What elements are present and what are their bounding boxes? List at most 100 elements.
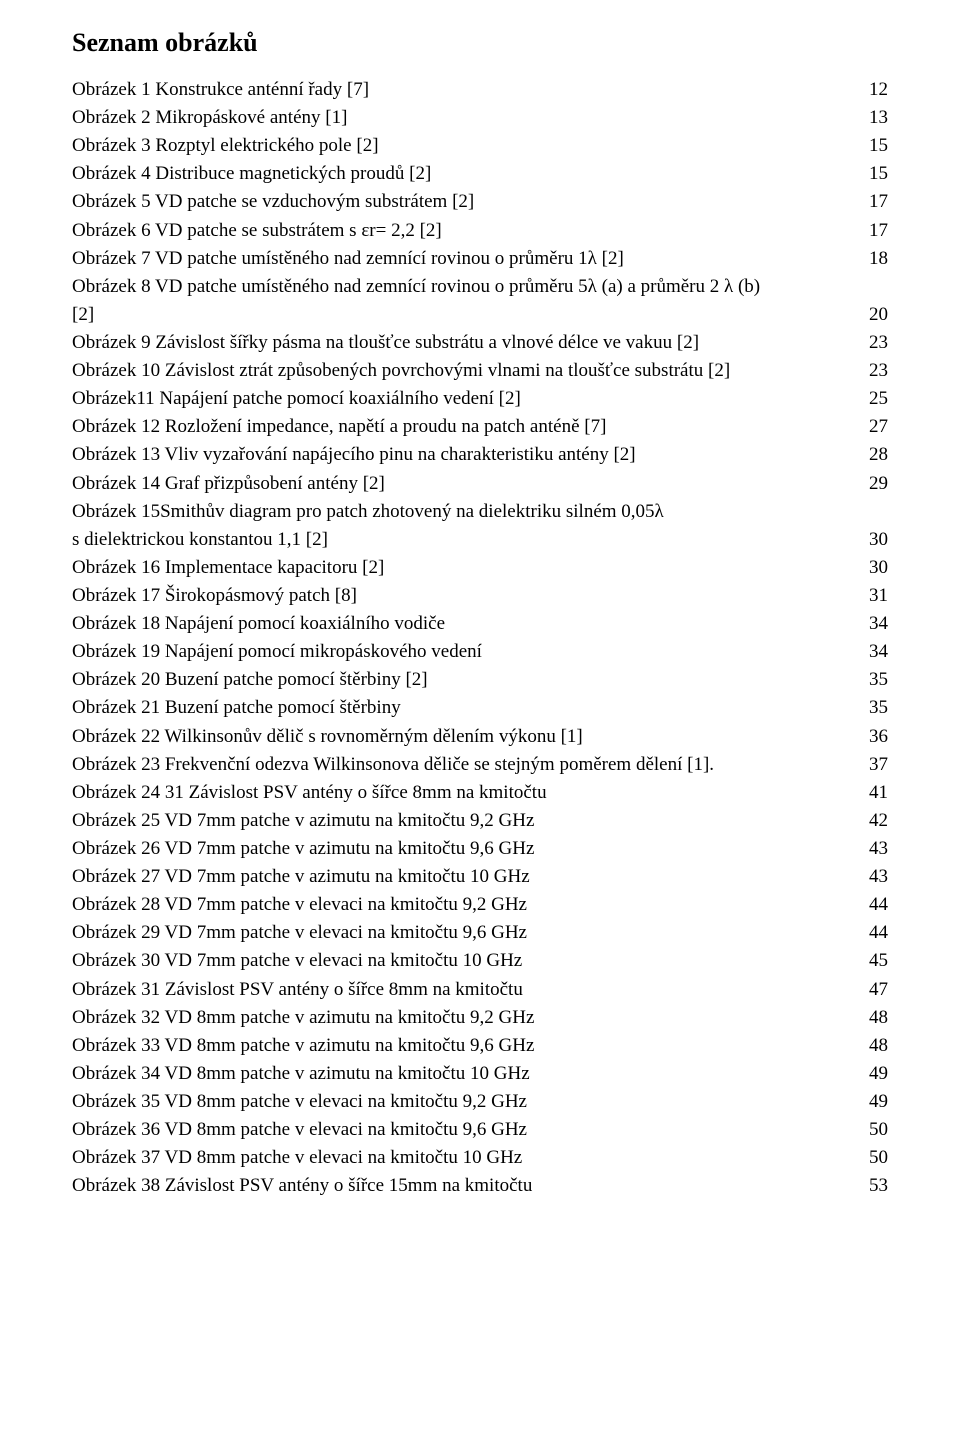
toc-page-number: 17 xyxy=(869,217,888,245)
toc-page-number: 43 xyxy=(869,835,888,863)
toc-label: Obrázek 5 VD patche se vzduchovým substr… xyxy=(72,188,474,216)
toc-entry: Obrázek11 Napájení patche pomocí koaxiál… xyxy=(72,385,888,413)
toc-page-number: 48 xyxy=(869,1032,888,1060)
toc-entry: Obrázek 32 VD 8mm patche v azimutu na km… xyxy=(72,1004,888,1032)
toc-page-number: 50 xyxy=(869,1116,888,1144)
toc-page-number: 15 xyxy=(869,132,888,160)
toc-entry: Obrázek 30 VD 7mm patche v elevaci na km… xyxy=(72,947,888,975)
toc-entry: Obrázek 31 Závislost PSV antény o šířce … xyxy=(72,976,888,1004)
toc-entry: Obrázek 10 Závislost ztrát způsobených p… xyxy=(72,357,888,385)
toc-label: Obrázek 37 VD 8mm patche v elevaci na km… xyxy=(72,1144,522,1172)
toc-label: Obrázek 30 VD 7mm patche v elevaci na km… xyxy=(72,947,522,975)
toc-label: Obrázek 26 VD 7mm patche v azimutu na km… xyxy=(72,835,534,863)
toc-entry: Obrázek 4 Distribuce magnetických proudů… xyxy=(72,160,888,188)
toc-label: Obrázek 15Smithův diagram pro patch zhot… xyxy=(72,498,664,526)
toc-entry: Obrázek 23 Frekvenční odezva Wilkinsonov… xyxy=(72,751,888,779)
toc-page-number: 43 xyxy=(869,863,888,891)
toc-label: Obrázek 33 VD 8mm patche v azimutu na km… xyxy=(72,1032,534,1060)
toc-entry: Obrázek 8 VD patche umístěného nad zemní… xyxy=(72,273,888,329)
toc-page-number: 15 xyxy=(869,160,888,188)
toc-label: Obrázek 4 Distribuce magnetických proudů… xyxy=(72,160,431,188)
toc-entry-line2: s dielektrickou konstantou 1,1 [2] 30 xyxy=(72,526,888,554)
toc-page-number: 53 xyxy=(869,1172,888,1200)
toc-entry: Obrázek 7 VD patche umístěného nad zemní… xyxy=(72,245,888,273)
toc-entry: Obrázek 18 Napájení pomocí koaxiálního v… xyxy=(72,610,888,638)
toc-page-number: 34 xyxy=(869,638,888,666)
toc-entry: Obrázek 27 VD 7mm patche v azimutu na km… xyxy=(72,863,888,891)
toc-page-number: 17 xyxy=(869,188,888,216)
toc-entry: Obrázek 26 VD 7mm patche v azimutu na km… xyxy=(72,835,888,863)
toc-page-number: 50 xyxy=(869,1144,888,1172)
toc-label: Obrázek 6 VD patche se substrátem s εr= … xyxy=(72,217,442,245)
toc-entry: Obrázek 13 Vliv vyzařování napájecího pi… xyxy=(72,441,888,469)
toc-entry: Obrázek 9 Závislost šířky pásma na tlouš… xyxy=(72,329,888,357)
toc-entry: Obrázek 34 VD 8mm patche v azimutu na km… xyxy=(72,1060,888,1088)
toc-label: Obrázek 21 Buzení patche pomocí štěrbiny xyxy=(72,694,401,722)
toc-label: Obrázek 9 Závislost šířky pásma na tlouš… xyxy=(72,329,699,357)
toc-entry: Obrázek 22 Wilkinsonův dělič s rovnoměrn… xyxy=(72,723,888,751)
toc-page-number: 36 xyxy=(869,723,888,751)
toc-entry: Obrázek 1 Konstrukce anténní řady [7]12 xyxy=(72,76,888,104)
toc-entry-line2: [2] 20 xyxy=(72,301,888,329)
toc-entry: Obrázek 29 VD 7mm patche v elevaci na km… xyxy=(72,919,888,947)
toc-page-number: 34 xyxy=(869,610,888,638)
toc-entry: Obrázek 3 Rozptyl elektrického pole [2]1… xyxy=(72,132,888,160)
toc-page-number: 48 xyxy=(869,1004,888,1032)
toc-entry: Obrázek 15Smithův diagram pro patch zhot… xyxy=(72,498,888,554)
toc-label: Obrázek 23 Frekvenční odezva Wilkinsonov… xyxy=(72,751,714,779)
toc-entry: Obrázek 21 Buzení patche pomocí štěrbiny… xyxy=(72,694,888,722)
toc-label: Obrázek 32 VD 8mm patche v azimutu na km… xyxy=(72,1004,534,1032)
toc-label: Obrázek 38 Závislost PSV antény o šířce … xyxy=(72,1172,532,1200)
toc-label: Obrázek 12 Rozložení impedance, napětí a… xyxy=(72,413,606,441)
toc-label: Obrázek 7 VD patche umístěného nad zemní… xyxy=(72,245,624,273)
toc-page-number: 28 xyxy=(869,441,888,469)
toc-entry: Obrázek 14 Graf přizpůsobení antény [2]2… xyxy=(72,470,888,498)
toc-page-number: 49 xyxy=(869,1088,888,1116)
toc-label: Obrázek 31 Závislost PSV antény o šířce … xyxy=(72,976,523,1004)
toc-label: Obrázek 35 VD 8mm patche v elevaci na km… xyxy=(72,1088,527,1116)
toc-label: Obrázek 14 Graf přizpůsobení antény [2] xyxy=(72,470,385,498)
page-title: Seznam obrázků xyxy=(72,28,888,58)
toc-label: Obrázek 17 Širokopásmový patch [8] xyxy=(72,582,357,610)
toc-entry: Obrázek 16 Implementace kapacitoru [2]30 xyxy=(72,554,888,582)
toc-label: Obrázek 28 VD 7mm patche v elevaci na km… xyxy=(72,891,527,919)
toc-page-number: 49 xyxy=(869,1060,888,1088)
toc-label: Obrázek 1 Konstrukce anténní řady [7] xyxy=(72,76,369,104)
toc-page-number: 27 xyxy=(869,413,888,441)
toc-entry: Obrázek 17 Širokopásmový patch [8]31 xyxy=(72,582,888,610)
toc-page-number: 41 xyxy=(869,779,888,807)
toc-page-number: 25 xyxy=(869,385,888,413)
toc-label: Obrázek 2 Mikropáskové antény [1] xyxy=(72,104,347,132)
toc-label-cont: s dielektrickou konstantou 1,1 [2] xyxy=(72,526,328,554)
toc-label: Obrázek 24 31 Závislost PSV antény o šíř… xyxy=(72,779,547,807)
toc-page-number: 30 xyxy=(869,554,888,582)
toc-label: Obrázek 10 Závislost ztrát způsobených p… xyxy=(72,357,730,385)
toc-entry: Obrázek 37 VD 8mm patche v elevaci na km… xyxy=(72,1144,888,1172)
toc-entry-line1: Obrázek 15Smithův diagram pro patch zhot… xyxy=(72,498,888,526)
toc-entry-line1: Obrázek 8 VD patche umístěného nad zemní… xyxy=(72,273,888,301)
toc-label: Obrázek 34 VD 8mm patche v azimutu na km… xyxy=(72,1060,530,1088)
toc-entry: Obrázek 5 VD patche se vzduchovým substr… xyxy=(72,188,888,216)
toc-entry: Obrázek 36 VD 8mm patche v elevaci na km… xyxy=(72,1116,888,1144)
toc-page-number: 35 xyxy=(869,666,888,694)
toc-label: Obrázek 19 Napájení pomocí mikropáskovéh… xyxy=(72,638,482,666)
toc-entry: Obrázek 35 VD 8mm patche v elevaci na km… xyxy=(72,1088,888,1116)
toc-page-number: 47 xyxy=(869,976,888,1004)
toc-entry: Obrázek 38 Závislost PSV antény o šířce … xyxy=(72,1172,888,1200)
toc-label: Obrázek 27 VD 7mm patche v azimutu na km… xyxy=(72,863,530,891)
toc-label: Obrázek 36 VD 8mm patche v elevaci na km… xyxy=(72,1116,527,1144)
toc-page-number: 23 xyxy=(869,329,888,357)
toc-page-number: 20 xyxy=(869,301,888,329)
toc-entry: Obrázek 6 VD patche se substrátem s εr= … xyxy=(72,217,888,245)
list-of-figures: Obrázek 1 Konstrukce anténní řady [7]12O… xyxy=(72,76,888,1200)
toc-entry: Obrázek 2 Mikropáskové antény [1] 13 xyxy=(72,104,888,132)
toc-label: Obrázek11 Napájení patche pomocí koaxiál… xyxy=(72,385,521,413)
toc-page-number: 44 xyxy=(869,891,888,919)
toc-page-number: 13 xyxy=(869,104,888,132)
toc-page-number: 30 xyxy=(869,526,888,554)
toc-label: Obrázek 22 Wilkinsonův dělič s rovnoměrn… xyxy=(72,723,583,751)
toc-entry: Obrázek 24 31 Závislost PSV antény o šíř… xyxy=(72,779,888,807)
toc-entry: Obrázek 12 Rozložení impedance, napětí a… xyxy=(72,413,888,441)
toc-label-cont: [2] xyxy=(72,301,94,329)
toc-page-number: 44 xyxy=(869,919,888,947)
